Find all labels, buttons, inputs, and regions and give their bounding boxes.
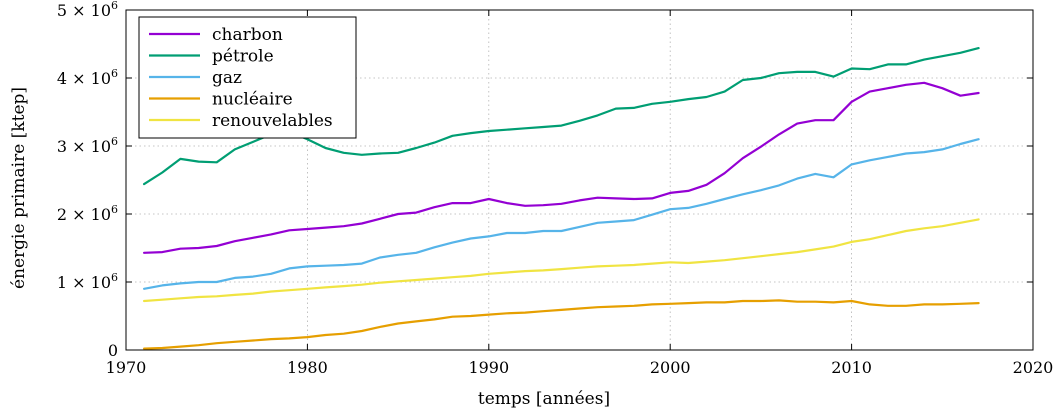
y-tick-label: 0 bbox=[108, 341, 118, 360]
series-line-nucléaire bbox=[143, 299, 980, 350]
x-tick-label: 2000 bbox=[650, 358, 691, 377]
y-axis-label: énergie primaire [ktep] bbox=[9, 87, 29, 289]
y-tick-label: 3 × 106 bbox=[57, 135, 118, 156]
legend-label-charbon: charbon bbox=[212, 25, 283, 45]
y-tick-label: 4 × 106 bbox=[57, 67, 118, 88]
series-line-renouvelables bbox=[143, 218, 980, 303]
y-tick-label: 5 × 106 bbox=[57, 0, 118, 20]
axis-ticks bbox=[125, 9, 1034, 351]
x-tick-label: 1970 bbox=[106, 358, 147, 377]
legend-label-renouvelables: renouvelables bbox=[212, 111, 333, 131]
y-tick-label: 1 × 106 bbox=[57, 271, 118, 292]
legend-label-pétrole: pétrole bbox=[212, 47, 274, 67]
x-tick-label: 1990 bbox=[468, 358, 509, 377]
legend-label-gaz: gaz bbox=[212, 68, 242, 88]
series-line-charbon bbox=[143, 81, 980, 254]
x-tick-label: 2010 bbox=[831, 358, 872, 377]
x-tick-label: 2020 bbox=[1013, 358, 1054, 377]
y-tick-labels: 0 1 × 106 2 × 106 3 × 106 4 × 106 5 × 106 bbox=[57, 0, 118, 360]
x-tick-labels: 1970 1980 1990 2000 2010 2020 bbox=[106, 358, 1054, 377]
x-axis-label: temps [années] bbox=[478, 389, 610, 409]
x-tick-label: 1980 bbox=[287, 358, 328, 377]
plot-frame bbox=[125, 9, 1034, 351]
legend-label-nucléaire: nucléaire bbox=[212, 90, 293, 110]
y-tick-label: 2 × 106 bbox=[57, 203, 118, 224]
series-line-gaz bbox=[143, 138, 980, 290]
